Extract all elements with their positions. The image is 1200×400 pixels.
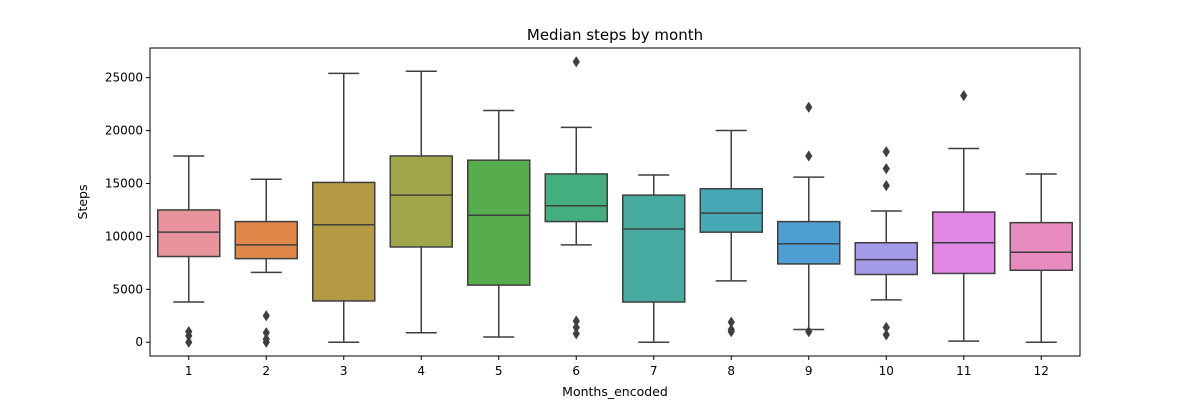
outlier-point [262,327,270,339]
iqr-box [699,188,763,233]
outlier-point [185,336,193,348]
outlier-point [882,179,890,192]
y-tick-label: 25000 [105,71,143,85]
box-month-8 [699,129,763,338]
y-tick-label: 5000 [112,282,143,296]
outlier-point [572,315,580,327]
iqr-box [777,220,841,265]
iqr-box [854,241,918,276]
x-tick-label: 8 [727,364,735,378]
outlier-point [882,146,890,158]
outlier-point [262,333,270,345]
outlier-point [572,56,580,68]
outlier-point [727,323,735,336]
iqr-box [622,194,686,303]
outlier-point [727,316,735,328]
x-tick-label: 4 [417,364,425,378]
box-month-11 [932,89,996,342]
box-month-4 [389,70,453,334]
x-tick-label: 11 [956,364,971,378]
outlier-point [960,89,968,102]
box-month-1 [157,155,221,348]
plot-area [157,56,1073,348]
y-axis: 0 5000 10000 15000 20000 25000 [105,71,150,349]
outlier-point [572,328,580,340]
chart-title: Median steps by month [527,26,703,44]
outlier-point [882,329,890,341]
x-tick-label: 12 [1034,364,1049,378]
box-month-2 [234,178,298,348]
y-tick-label: 0 [135,335,143,349]
iqr-box [467,159,531,286]
box-month-5 [467,109,531,338]
plot-frame [149,47,1081,357]
x-axis: 1 2 3 4 5 6 7 8 9 10 11 12 [185,356,1049,378]
box-month-12 [1009,173,1073,343]
iqr-box [389,155,453,248]
iqr-box [157,209,221,258]
x-tick-label: 2 [262,364,270,378]
box-month-3 [312,72,376,343]
x-axis-label: Months_encoded [562,384,668,399]
x-tick-label: 5 [495,364,503,378]
outlier-point [805,150,813,162]
x-tick-label: 9 [805,364,813,378]
x-tick-label: 6 [572,364,580,378]
x-tick-label: 3 [340,364,348,378]
iqr-box [1009,221,1073,272]
outlier-point [572,321,580,334]
x-tick-label: 10 [879,364,894,378]
outlier-point [185,325,193,338]
y-tick-label: 10000 [105,229,143,243]
y-tick-label: 20000 [105,124,143,138]
outlier-point [805,101,813,113]
y-tick-label: 15000 [105,176,143,190]
outlier-point [882,321,890,334]
y-axis-label: Steps [75,185,90,220]
iqr-box [544,173,608,223]
x-tick-label: 7 [650,364,658,378]
outlier-point [805,325,813,338]
iqr-box [312,181,376,302]
box-month-9 [777,101,841,338]
box-month-10 [854,146,918,341]
box-month-7 [622,174,686,343]
iqr-box [234,220,298,260]
outlier-point [882,162,890,175]
x-tick-label: 1 [185,364,193,378]
box-month-6 [544,56,608,340]
outlier-point [262,310,270,322]
